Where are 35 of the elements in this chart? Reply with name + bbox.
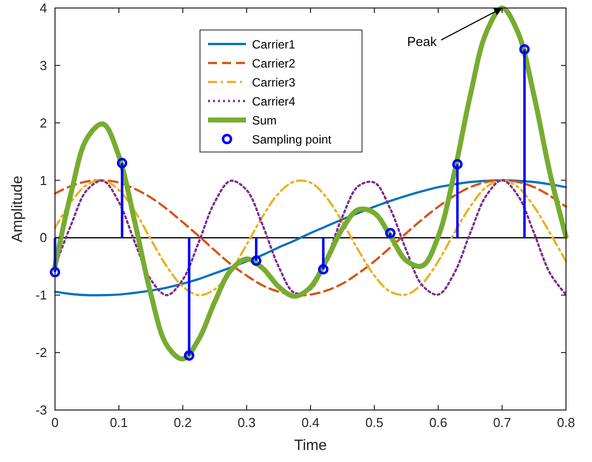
x-tick-label: 0: [51, 415, 59, 430]
y-axis-title: Amplitude: [9, 176, 26, 242]
legend-label: Carrier2: [252, 56, 296, 70]
point: [452, 158, 463, 170]
point: [318, 264, 329, 275]
legend-label: Carrier4: [252, 94, 296, 108]
legend-label: Sum: [252, 114, 277, 128]
point: [385, 228, 396, 238]
x-tick-label: 0.2: [174, 415, 192, 430]
x-tick-label: 0.3: [238, 415, 256, 430]
line-series: [54, 179, 568, 296]
x-tick-label: 0.1: [110, 415, 128, 430]
legend-label: Carrier1: [252, 38, 296, 52]
point: [250, 255, 262, 266]
y-tick-label: 0: [40, 230, 47, 246]
y-tick-label: 2: [40, 115, 47, 130]
point: [184, 350, 194, 361]
x-tick-label: 0.5: [365, 415, 384, 430]
x-tick-label: 0.4: [301, 415, 320, 430]
point: [50, 266, 60, 278]
y-tick-label: 4: [40, 0, 47, 16]
y-tick-label: -3: [35, 402, 47, 418]
point: [519, 44, 530, 55]
y-tick-label: 3: [40, 58, 47, 73]
y-tick-label: -2: [35, 345, 47, 360]
legend-label: Carrier3: [252, 76, 296, 90]
legend-label: Sampling point: [252, 132, 332, 146]
x-tick-label: 0.8: [556, 415, 576, 430]
annotation: Peak: [407, 34, 438, 49]
y-tick-label: -1: [35, 288, 47, 303]
point: [116, 158, 128, 168]
y-tick-label: 1: [40, 172, 47, 188]
x-axis-title: Time: [294, 437, 327, 454]
x-tick-label: 0.6: [429, 415, 448, 430]
x-tick-label: 0.7: [493, 415, 512, 430]
